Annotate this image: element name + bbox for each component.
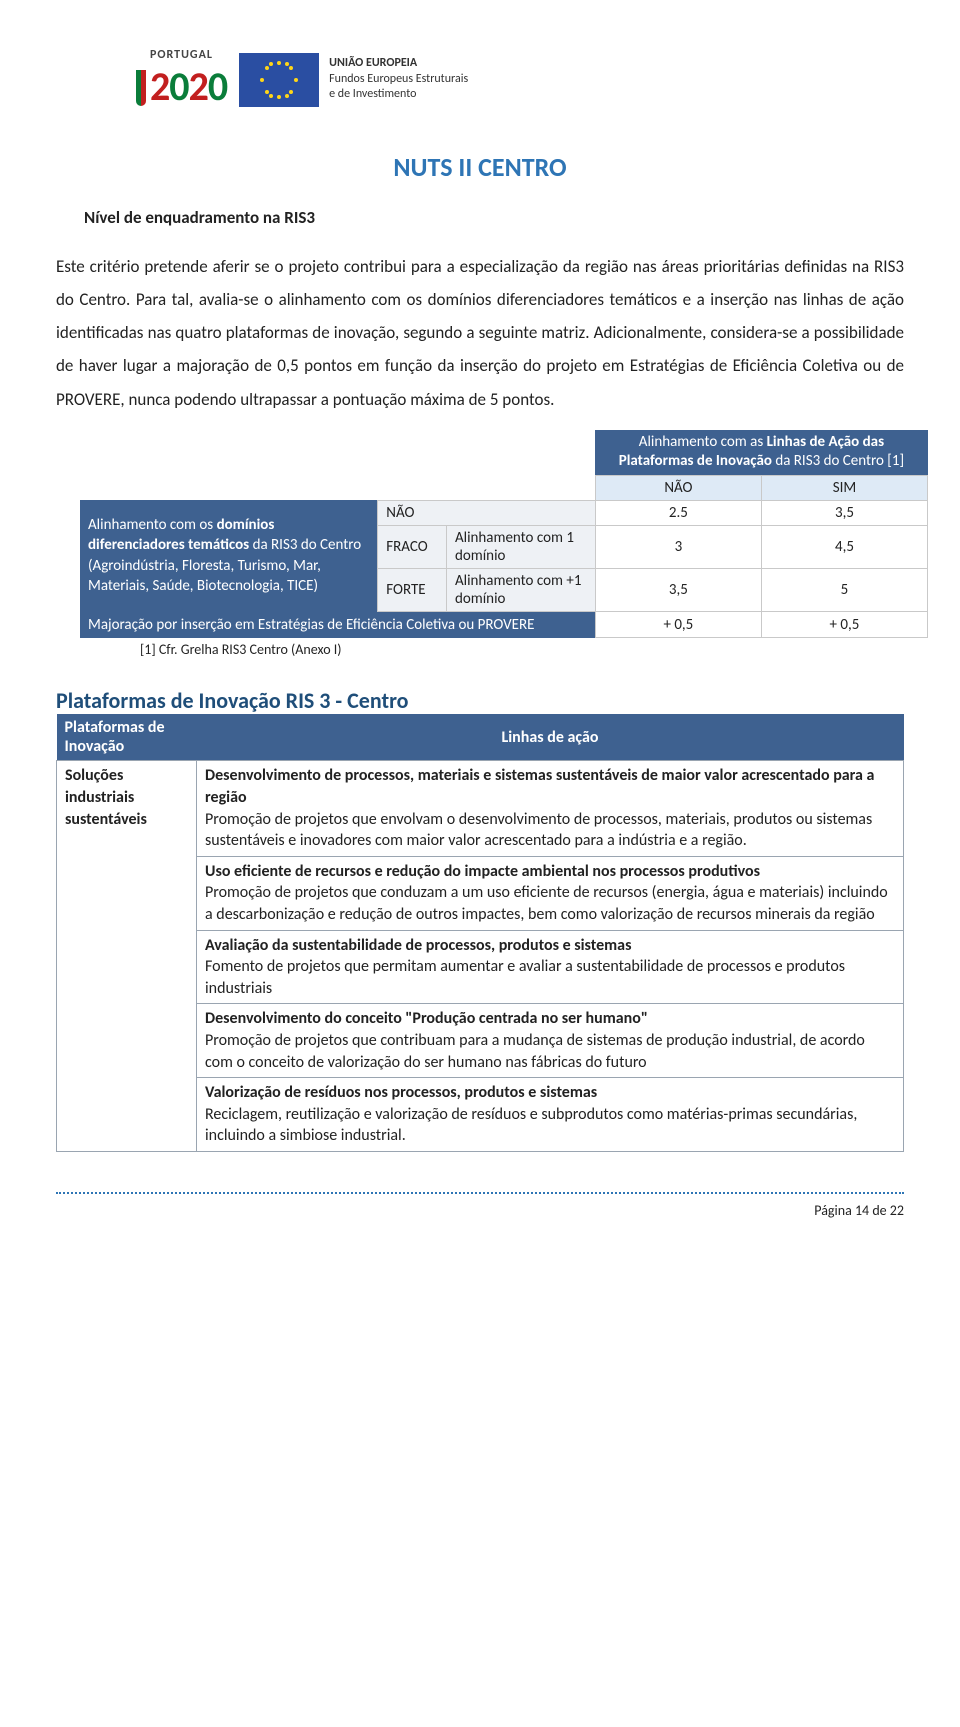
- matrix-col-header: Alinhamento com as Linhas de Ação das Pl…: [595, 430, 927, 476]
- page-subtitle: Nível de enquadramento na RIS3: [84, 207, 904, 228]
- matrix-val-forte-sim: 5: [761, 568, 927, 611]
- linha-4: Desenvolvimento do conceito "Produção ce…: [197, 1004, 904, 1078]
- footer-divider: [56, 1192, 904, 1194]
- eu-text: UNIÃO EUROPEIA Fundos Europeus Estrutura…: [329, 56, 468, 103]
- matrix-table: Alinhamento com as Linhas de Ação das Pl…: [80, 430, 928, 662]
- portugal2020-logo: PORTUGAL 2020: [136, 48, 227, 111]
- alignment-matrix: Alinhamento com as Linhas de Ação das Pl…: [56, 430, 904, 662]
- matrix-majoracao-label: Majoração por inserção em Estratégias de…: [80, 611, 595, 638]
- eu-line2: Fundos Europeus Estruturais: [329, 72, 468, 88]
- matrix-val-forte-nao: 3,5: [595, 568, 761, 611]
- page-number: Página 14 de 22: [56, 1202, 904, 1219]
- matrix-col-no: NÃO: [595, 475, 761, 500]
- matrix-col-yes: SIM: [761, 475, 927, 500]
- matrix-r1-label: NÃO: [378, 500, 596, 525]
- matrix-val-fraco-sim: 4,5: [761, 525, 927, 568]
- intro-paragraph: Este critério pretende aferir se o proje…: [56, 250, 904, 416]
- plat-row-label: Soluções industriais sustentáveis: [57, 761, 197, 1152]
- portugal2020-year: 2020: [136, 62, 227, 111]
- matrix-footnote: [1] Cfr. Grelha RIS3 Centro (Anexo I): [80, 638, 928, 662]
- matrix-r3-label: FORTE: [378, 568, 447, 611]
- matrix-r3-sub: Alinhamento com +1 domínio: [446, 568, 595, 611]
- matrix-maj-nao: + 0,5: [595, 611, 761, 638]
- plat-header-right: Linhas de ação: [197, 714, 904, 761]
- matrix-r2-label: FRACO: [378, 525, 447, 568]
- platforms-title: Plataformas de Inovação RIS 3 - Centro: [56, 687, 904, 714]
- matrix-val-fraco-nao: 3: [595, 525, 761, 568]
- matrix-row-header: Alinhamento com os domínios diferenciado…: [80, 500, 378, 611]
- linha-5: Valorização de resíduos nos processos, p…: [197, 1078, 904, 1152]
- matrix-maj-sim: + 0,5: [761, 611, 927, 638]
- flag-bar-icon: [136, 70, 146, 106]
- matrix-r2-sub: Alinhamento com 1 domínio: [446, 525, 595, 568]
- eu-line1: UNIÃO EUROPEIA: [329, 56, 468, 72]
- matrix-val-nao-sim: 3,5: [761, 500, 927, 525]
- eu-logo: UNIÃO EUROPEIA Fundos Europeus Estrutura…: [239, 53, 468, 107]
- linha-3: Avaliação da sustentabilidade de process…: [197, 930, 904, 1004]
- linha-2: Uso eficiente de recursos e redução do i…: [197, 856, 904, 930]
- portugal2020-top-text: PORTUGAL: [136, 48, 213, 62]
- platforms-table: Plataformas de Inovação Linhas de ação S…: [56, 714, 904, 1152]
- page-title: NUTS II CENTRO: [56, 151, 904, 183]
- plat-header-left: Plataformas de Inovação: [57, 714, 197, 761]
- eu-flag-icon: [239, 53, 319, 107]
- linha-1: Desenvolvimento de processos, materiais …: [197, 761, 904, 856]
- matrix-val-nao-nao: 2.5: [595, 500, 761, 525]
- eu-line3: e de Investimento: [329, 87, 468, 103]
- header-logos: PORTUGAL 2020 UNIÃO EUROPEIA Fundos Euro…: [56, 48, 904, 111]
